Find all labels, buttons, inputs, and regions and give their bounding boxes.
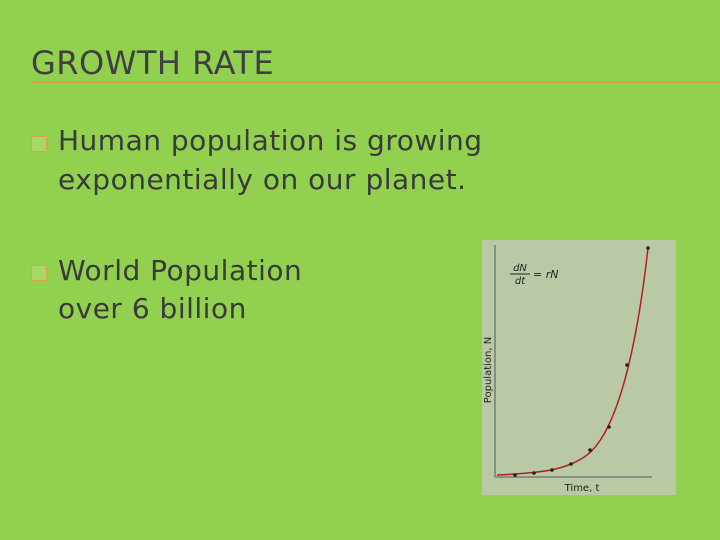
equation-denominator: dt xyxy=(515,276,526,287)
bullet-text: exponentially on our planet. xyxy=(58,163,467,196)
curve-points xyxy=(513,246,650,477)
slide-title: GROWTH RATE xyxy=(31,44,275,82)
y-axis-label: Population, N xyxy=(483,337,494,403)
bullet-text: World Population xyxy=(58,254,303,287)
title-rule xyxy=(30,81,720,83)
point xyxy=(550,468,554,472)
point xyxy=(569,462,573,466)
exponential-curve xyxy=(496,247,649,476)
bullet-marker xyxy=(31,265,47,281)
point xyxy=(607,425,611,429)
point xyxy=(513,473,517,477)
point xyxy=(588,448,592,452)
point xyxy=(625,363,629,367)
bullet-marker xyxy=(31,136,47,152)
equation-rhs: = rN xyxy=(533,268,558,281)
equation-numerator: dN xyxy=(513,263,527,274)
point xyxy=(532,471,536,475)
point xyxy=(646,246,650,250)
growth-figure: dN dt = rN Population, N Time, t xyxy=(482,240,676,495)
bullet-text: Human population is growing xyxy=(58,124,483,157)
bullet-text: over 6 billion xyxy=(58,292,247,325)
x-axis-label: Time, t xyxy=(564,483,600,494)
figure-background xyxy=(482,240,676,495)
